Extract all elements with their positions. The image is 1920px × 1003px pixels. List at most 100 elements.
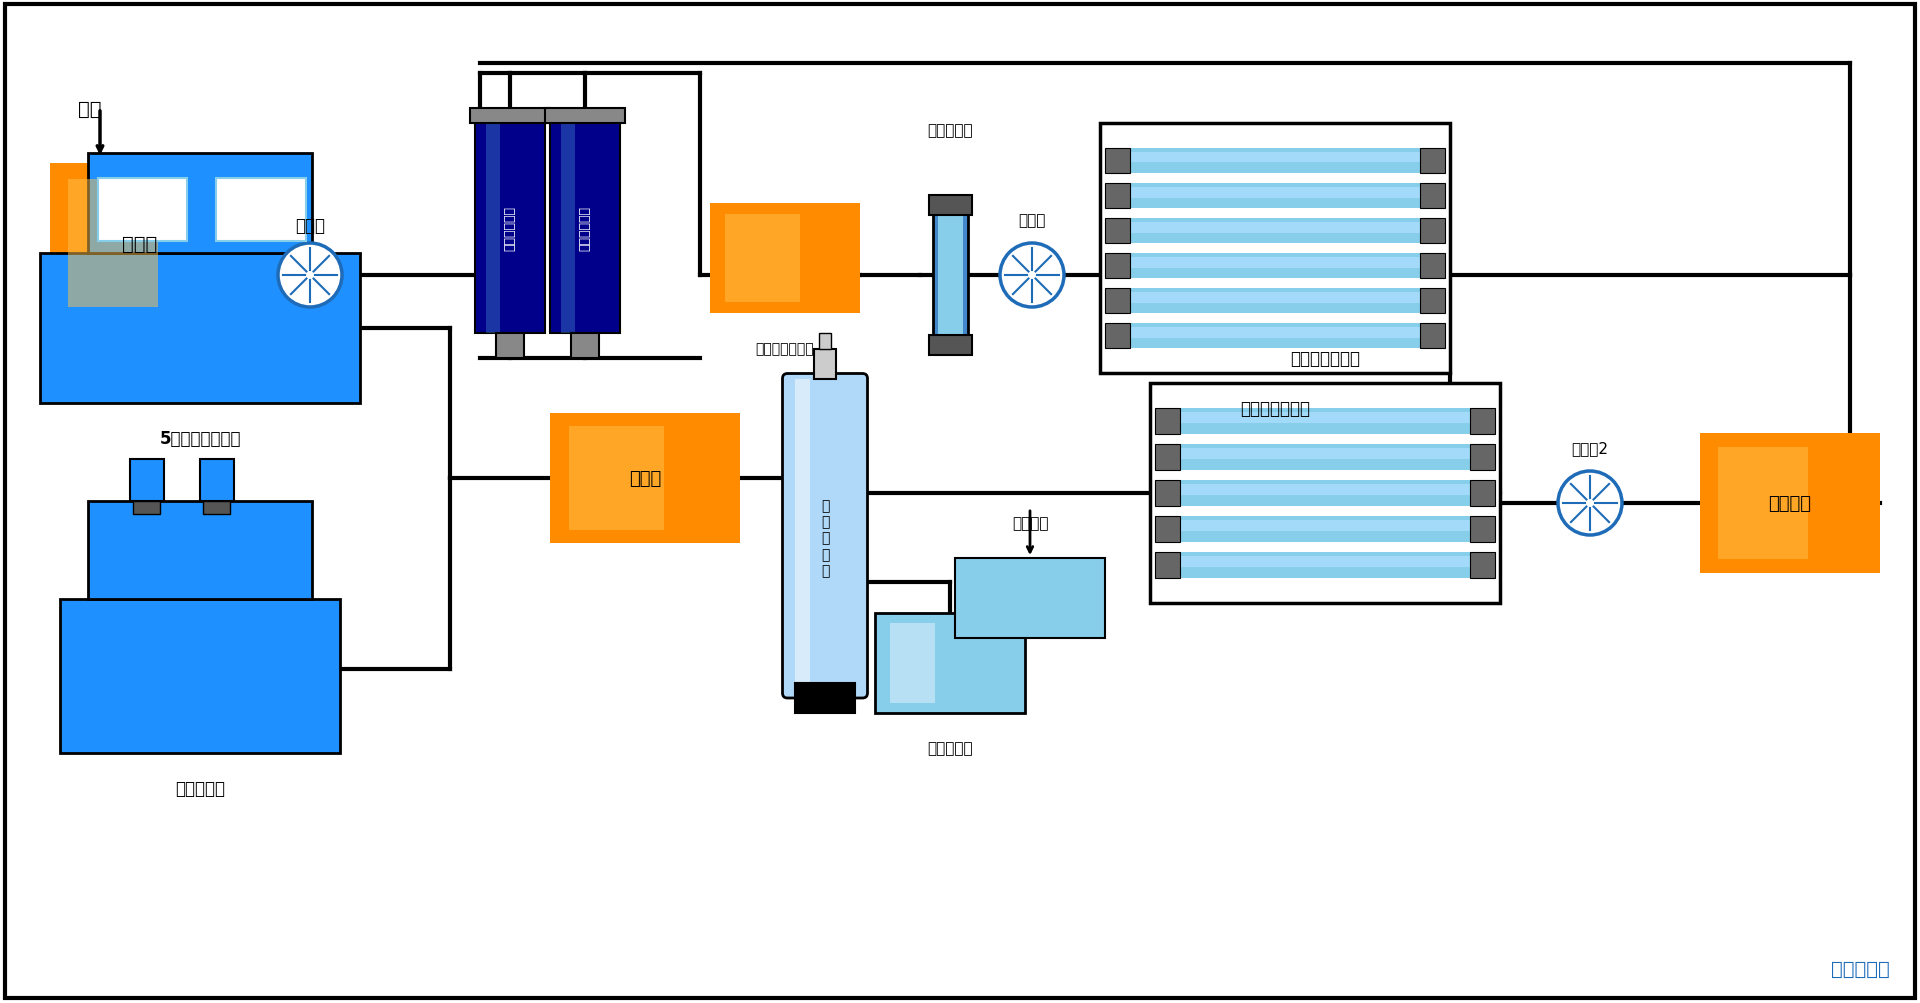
Bar (1421, 148, 1446, 174)
Bar (1169, 484, 1480, 495)
Bar (1718, 447, 1809, 560)
Bar (1106, 184, 1131, 209)
Text: 二级反渗透主机: 二级反渗透主机 (1290, 350, 1359, 368)
Bar (132, 502, 159, 515)
Bar (50, 163, 230, 324)
Bar (204, 502, 230, 515)
Bar (570, 334, 599, 359)
Bar (891, 624, 935, 703)
Bar (1471, 517, 1496, 543)
Bar (131, 459, 163, 502)
Text: 小瓶灌装机: 小瓶灌装机 (175, 779, 225, 797)
Bar (470, 109, 549, 124)
Bar (929, 196, 972, 216)
FancyBboxPatch shape (783, 374, 868, 698)
Bar (1119, 328, 1430, 338)
Bar (1471, 553, 1496, 579)
Text: 高压泵2: 高压泵2 (1571, 441, 1609, 456)
Bar (1119, 258, 1430, 268)
Bar (1150, 383, 1500, 604)
Bar (1471, 444, 1496, 470)
Bar (1119, 184, 1430, 209)
Bar (1421, 184, 1446, 209)
Bar (1119, 254, 1430, 279)
Bar (1169, 444, 1480, 470)
Bar (549, 413, 739, 544)
Bar (1421, 219, 1446, 244)
Bar (1169, 517, 1480, 543)
Bar (1156, 553, 1181, 579)
Bar (1106, 219, 1131, 244)
Bar (1119, 148, 1430, 174)
Text: 精密过滤器: 精密过滤器 (927, 123, 973, 138)
Bar (1421, 324, 1446, 349)
Bar (929, 336, 972, 356)
Text: 生产用水: 生产用水 (1012, 516, 1048, 531)
Text: 自动秒链接: 自动秒链接 (1832, 959, 1889, 978)
Text: 活性炭过滤器: 活性炭过滤器 (578, 207, 591, 251)
Text: 中间水箱: 中间水箱 (1768, 494, 1811, 513)
Text: 高压泵: 高压泵 (1018, 214, 1046, 229)
Bar (495, 334, 524, 359)
Text: 原水箱: 原水箱 (123, 235, 157, 253)
Bar (568, 426, 664, 531)
Bar (40, 254, 361, 403)
Bar (1471, 480, 1496, 507)
Bar (1169, 480, 1480, 507)
Bar (876, 614, 1025, 713)
Bar (200, 459, 234, 502)
Bar (1169, 408, 1480, 434)
Bar (795, 683, 854, 713)
Bar (1119, 219, 1430, 244)
Bar (1699, 433, 1880, 574)
Bar (1106, 254, 1131, 279)
Text: 气
水
混
合
器: 气 水 混 合 器 (822, 498, 829, 578)
Bar (795, 379, 810, 693)
Bar (60, 600, 340, 753)
Bar (1156, 408, 1181, 434)
Bar (1156, 480, 1181, 507)
Bar (1169, 413, 1480, 424)
Bar (954, 559, 1106, 638)
Circle shape (1000, 244, 1064, 308)
Bar (67, 180, 157, 308)
Bar (1100, 124, 1450, 374)
Bar (217, 179, 305, 242)
Bar (726, 215, 801, 303)
Text: 阻垢器投加设备: 阻垢器投加设备 (756, 342, 814, 356)
Bar (1119, 324, 1430, 349)
Bar (1169, 521, 1480, 532)
Bar (1169, 449, 1480, 459)
Text: 5加仑大桶灌装机: 5加仑大桶灌装机 (159, 429, 240, 447)
Bar (710, 204, 860, 314)
Bar (1106, 148, 1131, 174)
Circle shape (278, 244, 342, 308)
Text: 增压泵: 增压泵 (296, 217, 324, 235)
Bar (1421, 254, 1446, 279)
Text: 石英砂过滤器: 石英砂过滤器 (503, 207, 516, 251)
Bar (88, 502, 313, 600)
Bar (933, 206, 968, 346)
Bar (1156, 517, 1181, 543)
Bar (88, 153, 313, 254)
Bar (549, 124, 620, 334)
Bar (937, 211, 962, 341)
Bar (814, 349, 837, 379)
Bar (820, 334, 831, 349)
Text: 原水: 原水 (79, 99, 102, 118)
Bar (561, 124, 574, 334)
Bar (1119, 289, 1430, 314)
Bar (545, 109, 626, 124)
Bar (1106, 324, 1131, 349)
Text: 臭氧发生器: 臭氧发生器 (927, 741, 973, 755)
Bar (1119, 293, 1430, 303)
Circle shape (1557, 471, 1622, 536)
Bar (1471, 408, 1496, 434)
Bar (1156, 444, 1181, 470)
Text: 一级反渗透主机: 一级反渗透主机 (1240, 399, 1309, 417)
Bar (486, 124, 499, 334)
Bar (1119, 152, 1430, 163)
Text: 纯水箱: 纯水箱 (630, 469, 660, 487)
Bar (1169, 557, 1480, 568)
Bar (1106, 289, 1131, 314)
